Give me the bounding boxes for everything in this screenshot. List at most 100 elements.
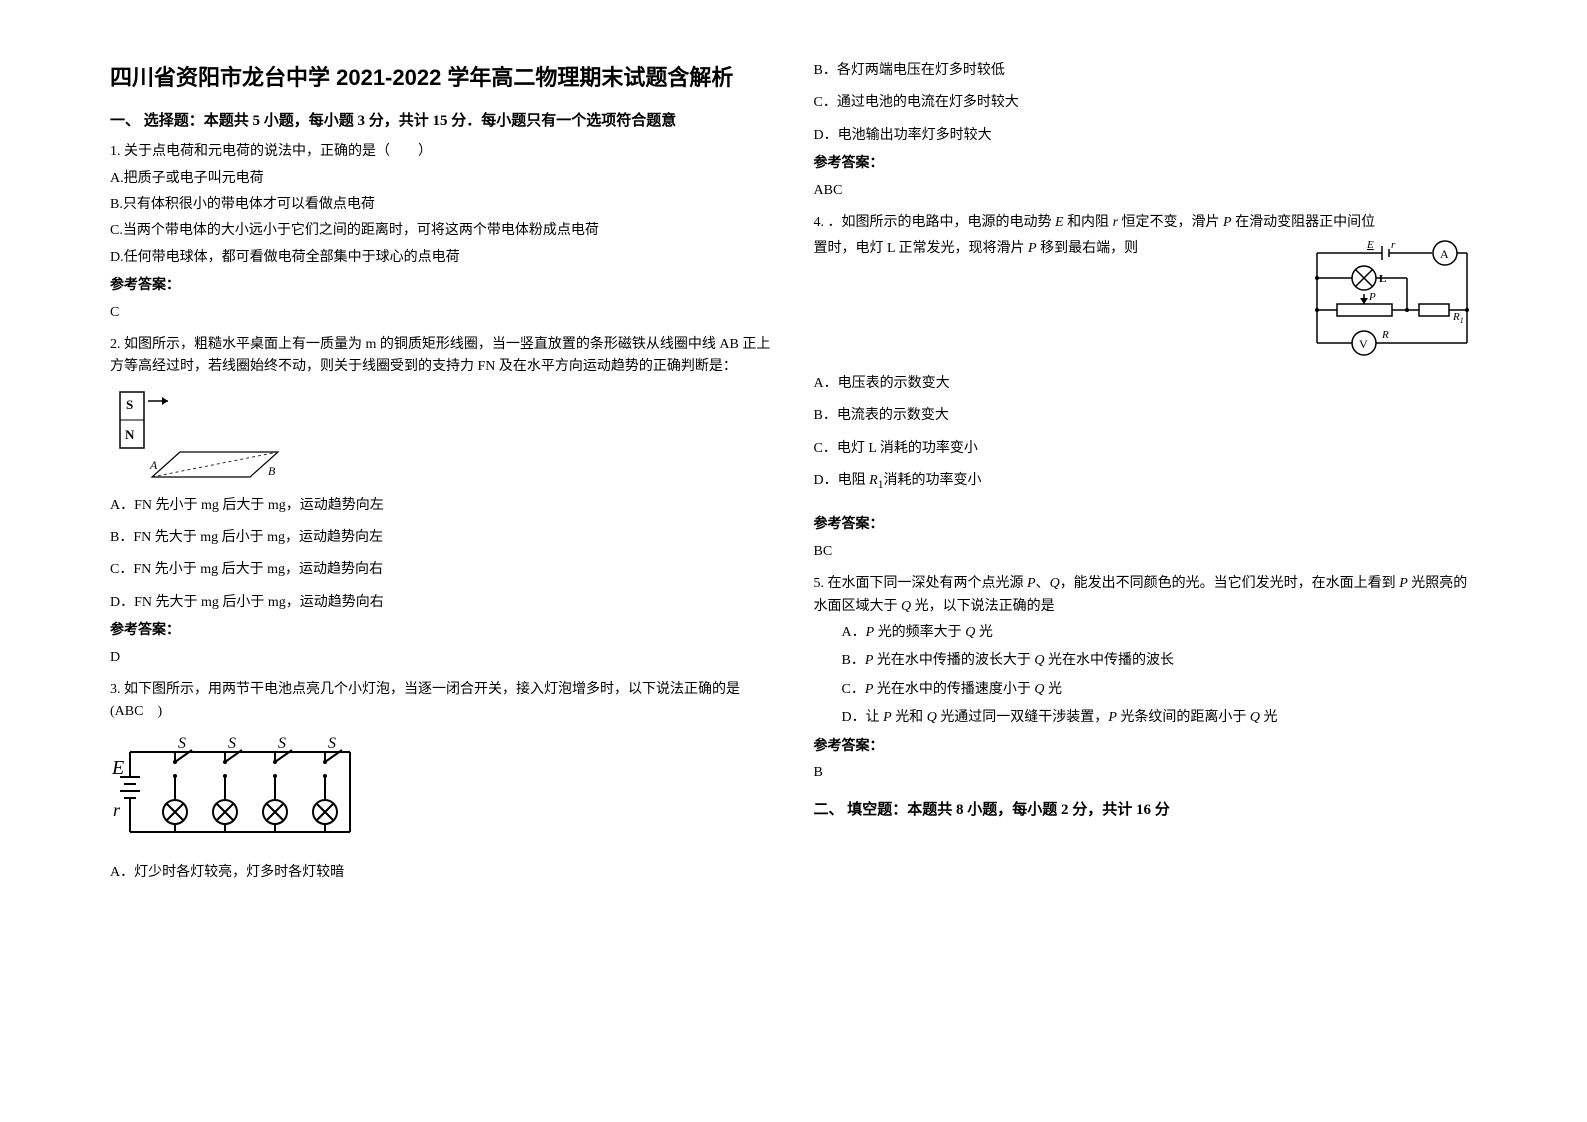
section-1-header: 一、 选择题：本题共 5 小题，每小题 3 分，共计 15 分．每小题只有一个选… — [110, 109, 774, 133]
q1-answer-label: 参考答案： — [110, 275, 774, 297]
q5c-q: Q — [1034, 682, 1044, 697]
q3-option-b: B．各灯两端电压在灯多时较低 — [814, 60, 1478, 82]
fig2-s-label: S — [126, 397, 133, 412]
right-column: B．各灯两端电压在灯多时较低 C．通过电池的电流在灯多时较大 D．电池输出功率灯… — [794, 60, 1498, 1062]
fig4-v: V — [1359, 337, 1368, 351]
q5-answer: B — [814, 762, 1478, 784]
q5d-m1: 光和 — [892, 710, 927, 725]
q4-option-a: A．电压表的示数变大 — [814, 373, 1478, 395]
q5-t5: 光，以下说法正确的是 — [911, 599, 1055, 614]
fig2-n-label: N — [125, 427, 135, 442]
fig4-r1sub: 1 — [1460, 316, 1464, 325]
q5c-pre: C． — [842, 682, 865, 697]
q5b-post: 光在水中传播的波长 — [1045, 653, 1175, 668]
q5d-p: P — [883, 710, 892, 725]
q4-t1: 4. ．如图所示的电路中，电源的电动势 — [814, 215, 1056, 230]
fig3-s1: S — [178, 735, 186, 752]
fig3-s4: S — [328, 735, 336, 752]
q4-answer: BC — [814, 541, 1478, 563]
q3-answer-label: 参考答案： — [814, 153, 1478, 175]
q2-stem: 2. 如图所示，粗糙水平桌面上有一质量为 m 的铜质矩形线圈，当一竖直放置的条形… — [110, 334, 774, 379]
q5-t2: 、 — [1036, 576, 1050, 591]
fig3-r-label: r — [113, 800, 121, 820]
fig3-s2: S — [228, 735, 236, 752]
q1-option-d: D.任何带电球体，都可看做电荷全部集中于球心的点电荷 — [110, 247, 774, 269]
q4-option-c: C．电灯 L 消耗的功率变小 — [814, 438, 1478, 460]
q5d-q2: Q — [1250, 710, 1260, 725]
q4-d-r: R — [869, 473, 878, 488]
exam-title: 四川省资阳市龙台中学 2021-2022 学年高二物理期末试题含解析 — [110, 60, 774, 95]
left-column: 四川省资阳市龙台中学 2021-2022 学年高二物理期末试题含解析 一、 选择… — [90, 60, 794, 1062]
q5d-q: Q — [927, 710, 937, 725]
q4-t3: 恒定不变，滑片 — [1118, 215, 1223, 230]
q1-option-b: B.只有体积很小的带电体才可以看做点电荷 — [110, 194, 774, 216]
svg-text:R1: R1 — [1452, 311, 1464, 325]
q4-stem-line1: 4. ．如图所示的电路中，电源的电动势 E 和内阻 r 恒定不变，滑片 P 在滑… — [814, 212, 1478, 234]
q5-option-b: B．P 光在水中传播的波长大于 Q 光在水中传播的波长 — [842, 650, 1478, 672]
fig4-r: r — [1391, 239, 1396, 251]
q5-p1: P — [1027, 576, 1036, 591]
q5-q1: Q — [1050, 576, 1060, 591]
q5-t3: ，能发出不同颜色的光。当它们发光时，在水面上看到 — [1060, 576, 1400, 591]
q4-d-post: 消耗的功率变小 — [884, 473, 982, 488]
q5a-post: 光 — [975, 625, 993, 640]
question-5: 5. 在水面下同一深处有两个点光源 P、Q，能发出不同颜色的光。当它们发光时，在… — [814, 573, 1478, 784]
q5b-pre: B． — [842, 653, 865, 668]
fig4-l: L — [1379, 273, 1386, 285]
q4-t4: 在滑动变阻器正中间位 — [1232, 215, 1376, 230]
exam-page: 四川省资阳市龙台中学 2021-2022 学年高二物理期末试题含解析 一、 选择… — [0, 0, 1587, 1122]
q2-option-d: D．FN 先大于 mg 后小于 mg，运动趋势向右 — [110, 592, 774, 614]
q4-p: P — [1223, 215, 1232, 230]
q3-option-a: A．灯少时各灯较亮，灯多时各灯较暗 — [110, 862, 774, 884]
q5-p2: P — [1399, 576, 1408, 591]
q2-option-a: A．FN 先小于 mg 后大于 mg，运动趋势向左 — [110, 495, 774, 517]
q5d-m3: 光条纹间的距离小于 — [1117, 710, 1250, 725]
q3-figure: E r S — [110, 732, 774, 852]
q4-t6: 移到最右端，则 — [1037, 241, 1139, 256]
fig2-a-label: A — [149, 458, 158, 472]
q5a-mid: 光的频率大于 — [874, 625, 965, 640]
q5d-post: 光 — [1260, 710, 1278, 725]
q5a-q: Q — [965, 625, 975, 640]
q3-stem: 3. 如下图所示，用两节干电池点亮几个小灯泡，当逐一闭合开关，接入灯泡增多时，以… — [110, 679, 774, 724]
q4-option-b: B．电流表的示数变大 — [814, 405, 1478, 427]
fig4-rlabel: R — [1381, 329, 1389, 341]
q5a-pre: A． — [842, 625, 866, 640]
q3-option-c: C．通过电池的电流在灯多时较大 — [814, 92, 1478, 114]
q5-q2: Q — [901, 599, 911, 614]
q4-t5: 置时，电灯 L 正常发光，现将滑片 — [814, 241, 1029, 256]
fig4-e: E — [1366, 239, 1374, 251]
q5a-p: P — [866, 625, 875, 640]
q1-stem: 1. 关于点电荷和元电荷的说法中，正确的是（ ） — [110, 141, 774, 163]
q3-option-d: D．电池输出功率灯多时较大 — [814, 125, 1478, 147]
question-4: 4. ．如图所示的电路中，电源的电动势 E 和内阻 r 恒定不变，滑片 P 在滑… — [814, 212, 1478, 563]
q5b-mid: 光在水中传播的波长大于 — [873, 653, 1034, 668]
q1-option-a: A.把质子或电子叫元电荷 — [110, 168, 774, 190]
q4-figure: E r A L — [1307, 238, 1477, 366]
q4-d-pre: D．电阻 — [814, 473, 870, 488]
question-3: 3. 如下图所示，用两节干电池点亮几个小灯泡，当逐一闭合开关，接入灯泡增多时，以… — [110, 679, 774, 884]
q5d-pre: D．让 — [842, 710, 884, 725]
fig2-b-label: B — [268, 464, 276, 478]
q5-option-d: D．让 P 光和 Q 光通过同一双缝干涉装置，P 光条纹间的距离小于 Q 光 — [842, 707, 1478, 729]
fig3-s3: S — [278, 735, 286, 752]
q4-t2: 和内阻 — [1064, 215, 1113, 230]
q1-answer: C — [110, 302, 774, 324]
q5d-m2: 光通过同一双缝干涉装置， — [937, 710, 1109, 725]
fig4-a: A — [1440, 247, 1449, 261]
question-2: 2. 如图所示，粗糙水平桌面上有一质量为 m 的铜质矩形线圈，当一竖直放置的条形… — [110, 334, 774, 669]
q5-option-a: A．P 光的频率大于 Q 光 — [842, 622, 1478, 644]
q4-answer-label: 参考答案： — [814, 514, 1478, 536]
q5c-mid: 光在水中的传播速度小于 — [873, 682, 1034, 697]
q5-t1: 5. 在水面下同一深处有两个点光源 — [814, 576, 1028, 591]
q5-stem: 5. 在水面下同一深处有两个点光源 P、Q，能发出不同颜色的光。当它们发光时，在… — [814, 573, 1478, 618]
q2-option-c: C．FN 先小于 mg 后大于 mg，运动趋势向右 — [110, 559, 774, 581]
q5c-post: 光 — [1045, 682, 1063, 697]
q5b-q: Q — [1034, 653, 1044, 668]
q2-option-b: B．FN 先大于 mg 后小于 mg，运动趋势向左 — [110, 527, 774, 549]
q4-p2: P — [1028, 241, 1037, 256]
fig3-e-label: E — [111, 757, 124, 779]
q4-e: E — [1055, 215, 1064, 230]
section-2-header: 二、 填空题：本题共 8 小题，每小题 2 分，共计 16 分 — [814, 798, 1478, 822]
q1-option-c: C.当两个带电体的大小远小于它们之间的距离时，可将这两个带电体粉成点电荷 — [110, 220, 774, 242]
